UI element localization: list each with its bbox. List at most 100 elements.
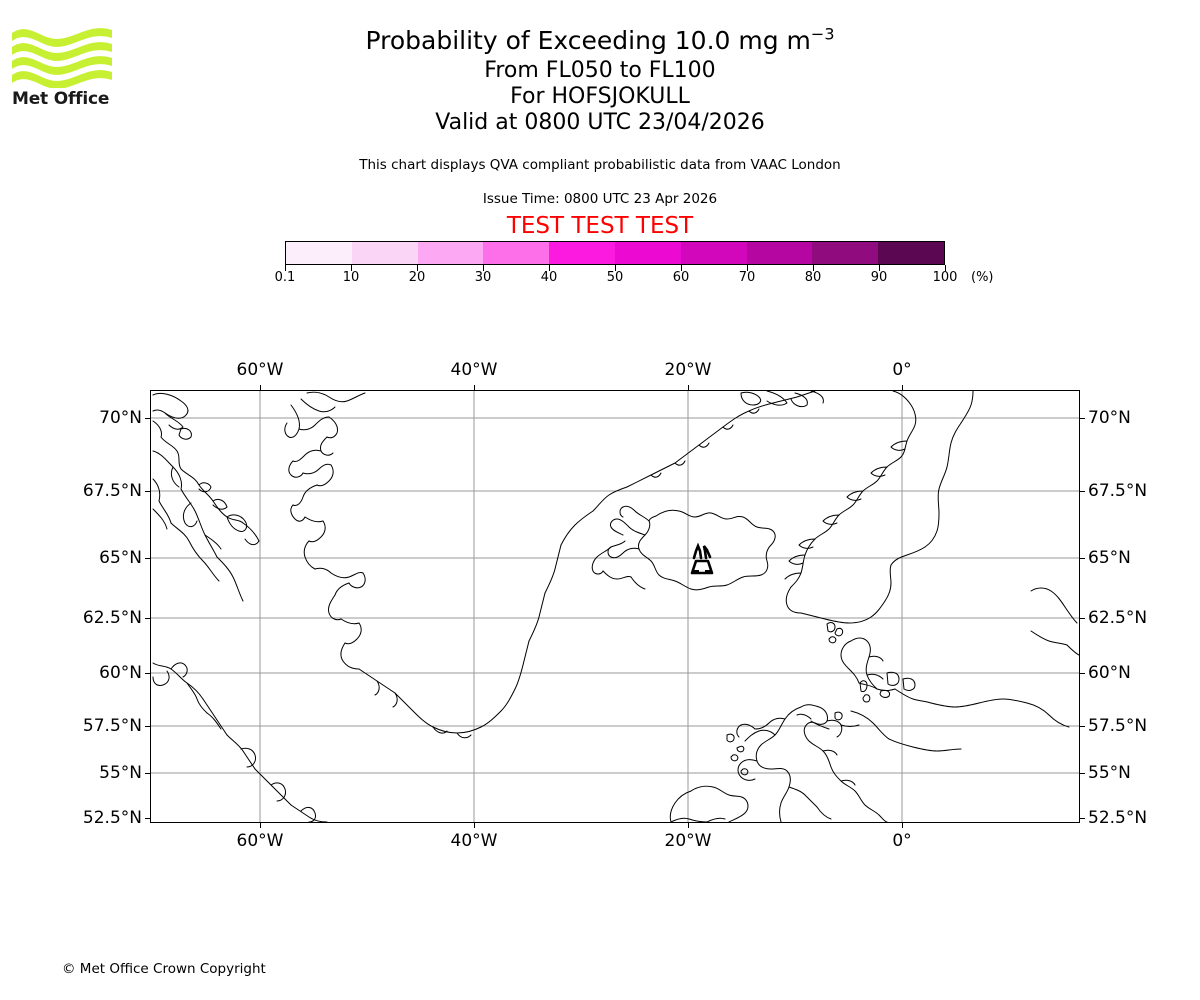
lat-tick-right-2: [1080, 558, 1085, 559]
lat-tick-left-4: [145, 673, 150, 674]
colorbar-tick-label-0: 0.1: [274, 270, 296, 285]
colorbar-tick-5: [615, 265, 616, 271]
lat-tick-label-left-1: 67.5°N: [82, 481, 142, 501]
colorbar-band-3: [483, 242, 550, 264]
colorbar-tick-1: [351, 265, 352, 271]
colorbar-tick-label-9: 90: [870, 270, 888, 285]
colorbar-band-4: [549, 242, 615, 264]
lat-tick-label-right-1: 67.5°N: [1088, 481, 1148, 501]
colorbar-tick-label-5: 50: [606, 270, 624, 285]
coastlines: [152, 391, 1079, 822]
map-frame[interactable]: [150, 390, 1080, 823]
colorbar-tick-label-6: 60: [672, 270, 690, 285]
colorbar-band-8: [812, 242, 879, 264]
colorbar-bands: [285, 241, 945, 265]
volcano-subtitle: For HOFSJOKULL: [510, 84, 690, 109]
lat-tick-right-1: [1080, 491, 1085, 492]
lat-tick-label-right-5: 57.5°N: [1088, 716, 1148, 736]
map-panel[interactable]: [150, 390, 1080, 823]
lat-tick-right-4: [1080, 673, 1085, 674]
colorbar-tick-3: [483, 265, 484, 271]
lon-tick-top-1: [474, 385, 475, 390]
colorbar-tick-9: [879, 265, 880, 271]
lat-tick-label-right-3: 62.5°N: [1088, 608, 1148, 628]
lat-tick-label-left-6: 55°N: [99, 763, 142, 783]
lat-tick-label-left-0: 70°N: [99, 408, 142, 428]
lon-tick-bottom-0: [260, 823, 261, 828]
map-graticule: [151, 391, 1079, 822]
colorbar-tick-labels: 0.1 10 20 30 40 50 60 70 80 90 100: [275, 270, 958, 288]
lat-tick-right-0: [1080, 418, 1085, 419]
test-banner: TEST TEST TEST: [506, 213, 694, 239]
colorbar-tick-label-2: 20: [408, 270, 426, 285]
chart-title-block: Probability of Exceeding 10.0 mg m−3 Fro…: [0, 24, 1200, 136]
lat-tick-right-5: [1080, 726, 1085, 727]
colorbar-unit-label: (%): [971, 270, 994, 285]
lon-tick-top-3: [902, 385, 903, 390]
colorbar-tick-2: [417, 265, 418, 271]
lat-tick-left-5: [145, 726, 150, 727]
valid-time-subtitle: Valid at 0800 UTC 23/04/2026: [435, 110, 765, 135]
lat-tick-label-right-4: 60°N: [1088, 663, 1131, 683]
lat-tick-right-3: [1080, 618, 1085, 619]
issue-time: Issue Time: 0800 UTC 23 Apr 2026: [482, 191, 718, 207]
lat-tick-right-6: [1080, 773, 1085, 774]
lat-tick-label-left-4: 60°N: [99, 663, 142, 683]
lat-tick-label-left-2: 65°N: [99, 548, 142, 568]
colorbar-tick-label-10: 100: [932, 270, 958, 285]
lon-tick-bottom-2: [688, 823, 689, 828]
qva-note: This chart displays QVA compliant probab…: [359, 157, 841, 173]
flight-level-subtitle: From FL050 to FL100: [484, 58, 716, 83]
colorbar-tick-label-7: 70: [738, 270, 756, 285]
lat-tick-left-0: [145, 418, 150, 419]
lat-tick-label-right-2: 65°N: [1088, 548, 1131, 568]
lat-tick-left-7: [145, 818, 150, 819]
colorbar-tick-0: [285, 265, 286, 271]
lat-tick-label-right-6: 55°N: [1088, 763, 1131, 783]
colorbar-band-2: [417, 242, 484, 264]
colorbar-tick-7: [747, 265, 748, 271]
lat-tick-left-2: [145, 558, 150, 559]
lon-tick-bottom-3: [902, 823, 903, 828]
lon-tick-label-top-3: 0°: [892, 360, 912, 380]
colorbar-tick-label-4: 40: [540, 270, 558, 285]
lat-tick-label-right-7: 52.5°N: [1088, 808, 1148, 828]
lon-tick-label-bottom-1: 40°W: [450, 831, 498, 851]
page-title: Probability of Exceeding 10.0 mg m−3: [0, 24, 1200, 58]
lat-tick-left-3: [145, 618, 150, 619]
colorbar-tick-8: [813, 265, 814, 271]
colorbar-band-9: [878, 242, 944, 264]
lon-tick-label-bottom-2: 20°W: [664, 831, 712, 851]
lon-tick-label-top-0: 60°W: [236, 360, 284, 380]
copyright-footer: © Met Office Crown Copyright: [62, 961, 266, 977]
colorbar-band-6: [680, 242, 747, 264]
lat-tick-label-left-3: 62.5°N: [82, 608, 142, 628]
lon-tick-top-2: [688, 385, 689, 390]
lat-tick-left-1: [145, 491, 150, 492]
colorbar-tick-6: [681, 265, 682, 271]
lon-tick-top-0: [260, 385, 261, 390]
colorbar-tick-label-3: 30: [474, 270, 492, 285]
lon-tick-label-top-1: 40°W: [450, 360, 498, 380]
colorbar-tick-10: [945, 265, 946, 271]
colorbar-band-1: [351, 242, 418, 264]
map-canvas: [151, 391, 1079, 822]
page-title-exponent: −3: [810, 24, 835, 44]
lat-tick-label-left-5: 57.5°N: [82, 716, 142, 736]
met-office-wave-mark: [12, 28, 112, 88]
probability-colorbar: [285, 241, 945, 265]
met-office-logo-text: Met Office: [12, 89, 110, 109]
colorbar-band-5: [614, 242, 681, 264]
lat-tick-left-6: [145, 773, 150, 774]
volcano-icon: [690, 542, 714, 575]
colorbar-band-7: [746, 242, 813, 264]
lat-tick-label-left-7: 52.5°N: [82, 808, 142, 828]
colorbar-band-0: [286, 242, 352, 264]
lon-tick-label-bottom-3: 0°: [892, 831, 912, 851]
colorbar-ticks: [285, 265, 946, 273]
colorbar-tick-4: [549, 265, 550, 271]
met-office-logo: Met Office: [12, 26, 112, 110]
page-title-text: Probability of Exceeding 10.0 mg m: [365, 26, 811, 55]
lat-tick-right-7: [1080, 818, 1085, 819]
lon-tick-bottom-1: [474, 823, 475, 828]
